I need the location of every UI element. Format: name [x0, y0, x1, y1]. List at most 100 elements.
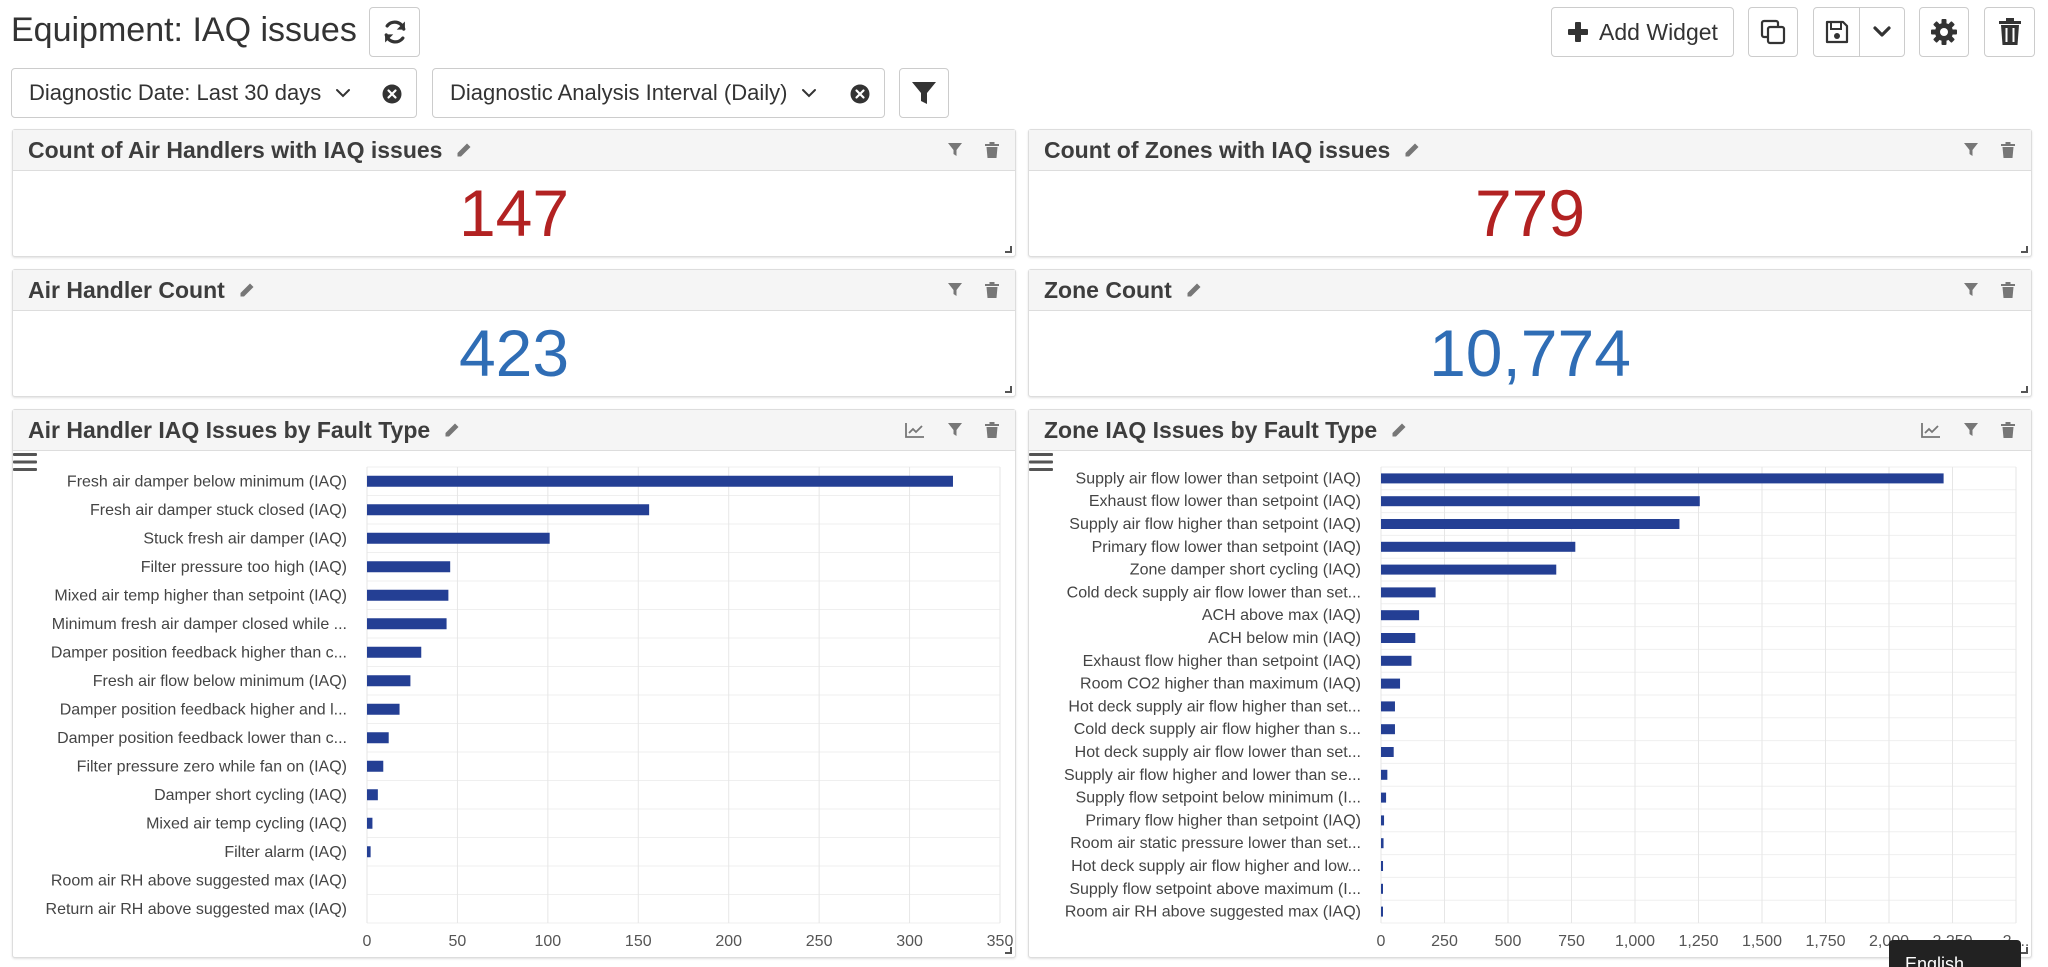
trash-icon[interactable]: [985, 282, 999, 298]
bar: [1381, 861, 1384, 871]
chevron-down-icon: [802, 89, 817, 98]
edit-title-icon[interactable]: [444, 422, 460, 438]
diagnostic-date-filter[interactable]: Diagnostic Date: Last 30 days: [11, 68, 417, 118]
widget-header: Count of Air Handlers with IAQ issues: [13, 130, 1015, 171]
floppy-disk-icon: [1825, 20, 1848, 44]
widget-header: Air Handler IAQ Issues by Fault Type: [13, 410, 1015, 451]
edit-title-icon[interactable]: [1186, 282, 1202, 298]
line-chart-icon[interactable]: [1921, 422, 1941, 438]
trash-icon[interactable]: [985, 142, 999, 158]
bar: [1381, 610, 1420, 621]
edit-title-icon[interactable]: [1391, 422, 1407, 438]
bar: [1381, 838, 1384, 849]
category-label: Supply air flow lower than setpoint (IAQ…: [1076, 470, 1361, 487]
kpi-value: 10,774: [1429, 316, 1631, 390]
save-options-dropdown[interactable]: [1860, 8, 1904, 56]
filter-icon[interactable]: [947, 282, 963, 298]
bar: [367, 675, 411, 687]
widget-title: Zone IAQ Issues by Fault Type: [1044, 416, 1378, 443]
kpi-value: 147: [458, 176, 570, 250]
bar: [1381, 792, 1387, 803]
add-widget-button[interactable]: Add Widget: [1551, 7, 1734, 57]
settings-button[interactable]: [1919, 7, 1969, 57]
category-label: Supply flow setpoint below minimum (I...: [1076, 790, 1361, 807]
bar: [367, 703, 400, 715]
bar: [1381, 747, 1394, 757]
clear-filter-icon[interactable]: [382, 84, 402, 104]
widget-title: Count of Air Handlers with IAQ issues: [28, 136, 443, 163]
language-selector[interactable]: English: [1889, 940, 2021, 967]
resize-handle[interactable]: [1005, 246, 1012, 253]
bar: [1381, 496, 1700, 507]
refresh-button[interactable]: [369, 7, 420, 57]
filter-icon[interactable]: [1963, 142, 1979, 158]
save-button[interactable]: [1814, 8, 1860, 56]
bar: [367, 846, 371, 858]
filter-icon[interactable]: [947, 142, 963, 158]
bar: [367, 789, 378, 801]
trash-icon[interactable]: [2001, 422, 2015, 438]
category-label: Filter pressure zero while fan on (IAQ): [77, 758, 347, 775]
x-tick-label: 0: [1377, 933, 1386, 950]
resize-handle[interactable]: [2021, 246, 2028, 253]
filter-icon[interactable]: [1963, 282, 1979, 298]
filter-icon[interactable]: [947, 422, 963, 438]
widget-title: Air Handler IAQ Issues by Fault Type: [28, 416, 431, 443]
hamburger-menu-icon[interactable]: [13, 452, 37, 472]
save-button-group[interactable]: [1813, 7, 1905, 57]
resize-handle[interactable]: [1005, 947, 1012, 954]
category-label: Supply air flow higher and lower than se…: [1064, 767, 1361, 784]
bar: [367, 532, 550, 544]
kpi-value: 779: [1474, 176, 1586, 250]
category-label: Return air RH above suggested max (IAQ): [46, 901, 347, 918]
widget-title: Count of Zones with IAQ issues: [1044, 136, 1391, 163]
bar: [1381, 541, 1576, 552]
bar: [1381, 519, 1680, 529]
category-label: Mixed air temp cycling (IAQ): [146, 815, 347, 832]
widget-header: Zone IAQ Issues by Fault Type: [1029, 410, 2031, 451]
category-label: Damper position feedback lower than c...: [57, 730, 347, 747]
widget-zone-faults-chart: Zone IAQ Issues by Fault Type 0 250 500 750…: [1028, 409, 2032, 958]
clear-filter-icon[interactable]: [850, 84, 870, 104]
trash-icon[interactable]: [985, 422, 999, 438]
category-label: Hot deck supply air flow higher and low.…: [1071, 858, 1361, 875]
edit-title-icon[interactable]: [456, 142, 472, 158]
resize-handle[interactable]: [1005, 386, 1012, 393]
filter-icon[interactable]: [1963, 422, 1979, 438]
widget-air-handlers-with-iaq-issues: Count of Air Handlers with IAQ issues 14…: [12, 129, 1016, 257]
line-chart-icon[interactable]: [905, 422, 925, 438]
edit-title-icon[interactable]: [239, 282, 255, 298]
widget-header: Air Handler Count: [13, 270, 1015, 311]
hamburger-menu-icon[interactable]: [1029, 452, 1053, 472]
kpi-value: 423: [458, 316, 570, 390]
x-tick-label: 750: [1558, 933, 1585, 950]
widget-title: Air Handler Count: [28, 276, 225, 303]
category-label: Zone damper short cycling (IAQ): [1130, 562, 1361, 579]
edit-title-icon[interactable]: [1404, 142, 1420, 158]
trash-icon[interactable]: [2001, 282, 2015, 298]
bar: [1381, 633, 1416, 643]
category-label: Fresh air damper stuck closed (IAQ): [90, 502, 347, 519]
analysis-interval-filter-label: Diagnostic Analysis Interval (Daily): [450, 80, 788, 105]
x-tick-label: 250: [806, 933, 833, 950]
trash-icon[interactable]: [2001, 142, 2015, 158]
category-label: ACH above max (IAQ): [1202, 607, 1361, 624]
bar: [1381, 906, 1383, 917]
copy-dashboard-button[interactable]: [1748, 7, 1798, 57]
analysis-interval-filter[interactable]: Diagnostic Analysis Interval (Daily): [432, 68, 885, 118]
x-tick-label: 100: [535, 933, 562, 950]
x-tick-label: 1,750: [1805, 933, 1845, 950]
resize-handle[interactable]: [2021, 947, 2028, 954]
resize-handle[interactable]: [2021, 386, 2028, 393]
category-label: Exhaust flow higher than setpoint (IAQ): [1083, 653, 1361, 670]
category-label: Supply air flow higher than setpoint (IA…: [1069, 516, 1361, 533]
category-label: Filter pressure too high (IAQ): [141, 559, 347, 576]
category-label: ACH below min (IAQ): [1208, 630, 1361, 647]
filter-button[interactable]: [899, 68, 949, 118]
chevron-down-icon: [336, 89, 351, 98]
delete-dashboard-button[interactable]: [1984, 7, 2035, 57]
category-label: Room air RH above suggested max (IAQ): [51, 872, 347, 889]
widget-air-handler-count: Air Handler Count 423: [12, 269, 1016, 397]
x-tick-label: 1,500: [1742, 933, 1782, 950]
chart-area: 0 50 100 150 200 250 300 350 Fresh air damper be…: [13, 452, 1015, 957]
